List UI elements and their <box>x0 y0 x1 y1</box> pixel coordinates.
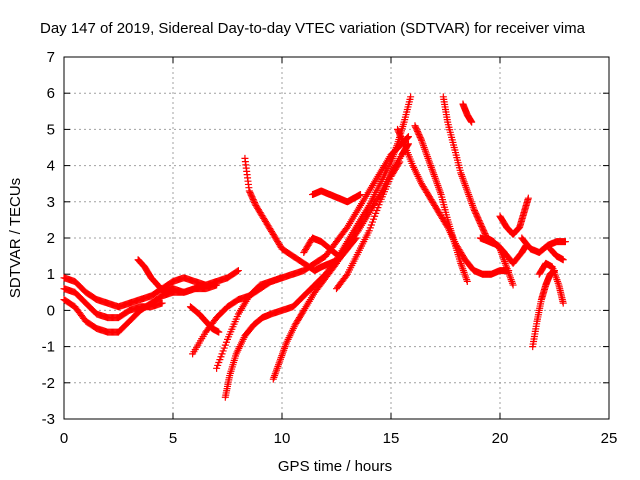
data-point <box>396 158 404 166</box>
series-track-9 <box>221 93 415 401</box>
y-tick-label: 5 <box>47 121 55 138</box>
y-tick-label: -3 <box>42 411 55 428</box>
grid <box>64 57 609 419</box>
x-tick-label: 10 <box>274 430 291 447</box>
data-point <box>417 135 425 143</box>
y-tick-label: 6 <box>47 85 55 102</box>
series-track-1 <box>60 267 242 311</box>
series-track-12 <box>333 158 404 293</box>
series-track-22 <box>535 259 567 307</box>
series-track-19 <box>496 194 532 238</box>
y-tick-label: 3 <box>47 194 55 211</box>
y-tick-label: 1 <box>47 266 55 283</box>
data-point <box>524 194 532 202</box>
y-tick-label: -1 <box>42 339 55 356</box>
data-point <box>463 277 471 285</box>
data-point <box>559 299 567 307</box>
series-track-3 <box>60 285 166 322</box>
series-track-4 <box>134 256 221 296</box>
data-point <box>404 133 412 141</box>
series-track-15 <box>411 122 471 285</box>
series-track-16 <box>439 93 517 289</box>
x-axis-label: GPS time / hours <box>278 458 392 475</box>
series-track-21 <box>518 234 569 256</box>
data-point <box>342 272 350 280</box>
data-point <box>234 267 242 275</box>
data-point <box>233 267 241 275</box>
series-track-7 <box>309 187 364 206</box>
data-point <box>356 191 364 199</box>
x-tick-label: 20 <box>492 430 509 447</box>
data-point <box>561 238 569 246</box>
data-point <box>351 235 359 243</box>
plot-frame <box>63 56 610 420</box>
data-point <box>395 159 403 167</box>
data-point <box>352 234 360 242</box>
data-point <box>559 256 567 264</box>
y-tick-label: 0 <box>47 302 55 319</box>
chart-title: Day 147 of 2019, Sidereal Day-to-day VTE… <box>40 20 586 37</box>
x-tick-label: 25 <box>601 430 618 447</box>
y-axis-label: SDTVAR / TECUs <box>7 178 24 298</box>
data-point <box>407 93 415 101</box>
data-point <box>215 328 223 336</box>
y-tick-label: 7 <box>47 49 55 66</box>
y-tick-label: -2 <box>42 375 55 392</box>
data-points <box>60 93 569 401</box>
data-point <box>278 274 286 282</box>
y-tick-label: 2 <box>47 230 55 247</box>
y-tick-label: 4 <box>47 158 55 175</box>
series-track-8 <box>189 133 412 358</box>
x-tick-label: 5 <box>169 430 177 447</box>
data-point <box>509 281 517 289</box>
data-point <box>213 281 221 289</box>
data-point <box>158 299 166 307</box>
x-tick-label: 0 <box>60 430 68 447</box>
x-tick-label: 15 <box>383 430 400 447</box>
series-track-17 <box>459 100 476 126</box>
series-track-6 <box>241 154 351 275</box>
series-track-13 <box>300 234 360 260</box>
series-track-23 <box>546 245 567 264</box>
series-track-11 <box>213 274 286 372</box>
series-track-18 <box>476 234 530 267</box>
data-point <box>404 133 412 141</box>
data-point <box>399 138 407 146</box>
data-point <box>468 118 476 126</box>
